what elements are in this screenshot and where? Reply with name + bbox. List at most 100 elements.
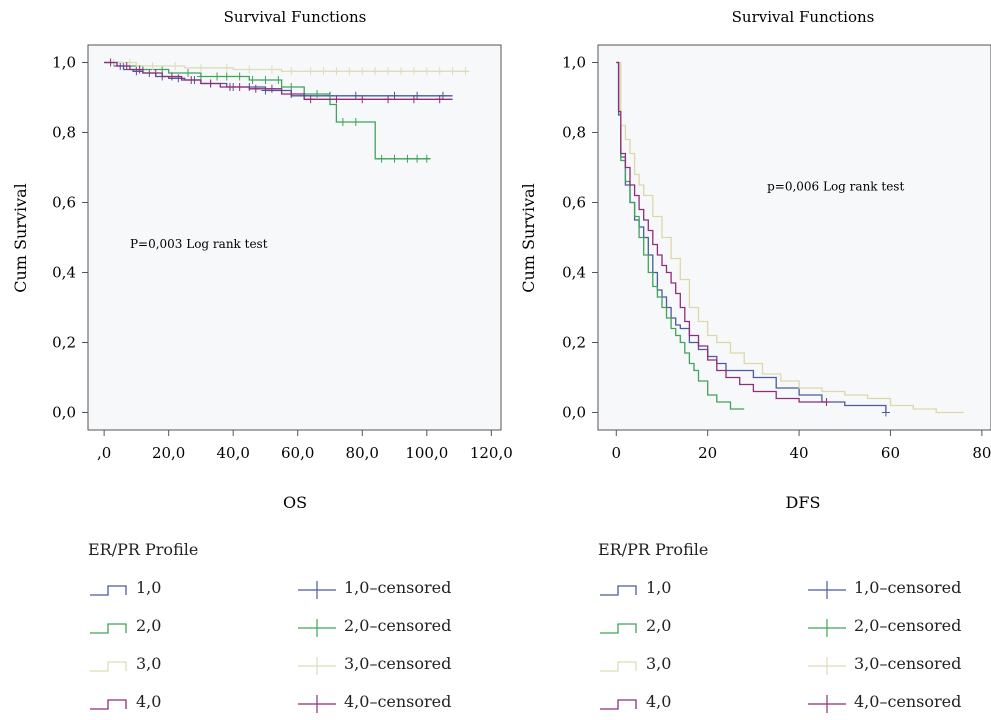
censored-marker (261, 86, 270, 95)
dfs-survival-chart: Survival Functions 0 20 40 60 80 0,0 0,2 0,4 0,… (519, 8, 991, 512)
x-tick-label: 80 (972, 444, 991, 462)
survival-curve-3,0 (104, 61, 469, 72)
os-survival-chart: Survival Functions ,0 20,0 40,0 60,0 80,0 100… (11, 8, 513, 512)
step-line-icon (90, 661, 127, 672)
y-tick-label: 0,0 (52, 404, 76, 422)
y-tick-label: 1,0 (562, 54, 586, 72)
step-line-icon (600, 699, 637, 710)
censored-marker (390, 154, 399, 163)
censored-marker (187, 76, 196, 84)
censored-marker (213, 72, 222, 81)
censored-marker (461, 67, 470, 76)
step-line-icon (90, 585, 127, 596)
censored-marker (261, 76, 270, 84)
x-axis-label: OS (283, 493, 307, 512)
censored-cross-icon (298, 657, 336, 675)
censored-marker (384, 95, 393, 104)
censored-marker (319, 67, 328, 76)
censored-marker (287, 90, 296, 98)
step-line-icon (90, 623, 127, 634)
censored-marker (396, 67, 405, 76)
censored-marker (287, 83, 296, 91)
step-line-icon (600, 623, 637, 634)
censored-marker (422, 154, 431, 163)
x-tick-label: 20 (698, 444, 717, 462)
y-axis-label: Cum Survival (519, 183, 538, 293)
log-rank-annotation: P=0,003 Log rank test (130, 237, 268, 251)
censored-marker (413, 154, 422, 163)
legend-label: 4,0 (136, 692, 162, 711)
censored-marker (413, 91, 422, 100)
censored-marker (438, 91, 447, 100)
censored-marker (287, 67, 296, 76)
censored-cross-icon (298, 581, 336, 599)
survival-curve-2,0 (616, 61, 745, 410)
censored-marker (371, 67, 380, 76)
censored-marker (435, 67, 444, 76)
chart-title: Survival Functions (224, 8, 367, 26)
censored-marker (274, 76, 283, 84)
legend-label: 1,0 (646, 578, 672, 597)
censored-marker (167, 72, 176, 81)
survival-curve-3,0 (616, 61, 964, 414)
censored-marker (235, 83, 244, 91)
censored-marker (184, 69, 193, 77)
censored-cross-icon (298, 619, 336, 637)
censored-marker (306, 67, 315, 76)
plot-area (87, 44, 502, 431)
y-tick-label: 0,8 (52, 124, 76, 142)
censored-cross-icon (808, 581, 846, 599)
legend-label: 2,0 (646, 616, 672, 635)
censored-marker (158, 65, 167, 74)
survival-curve-4,0 (616, 61, 827, 403)
x-axis-label: DFS (786, 493, 821, 512)
x-tick-label: 120,0 (470, 444, 513, 462)
censored-marker (435, 95, 444, 104)
censored-cross-icon (808, 657, 846, 675)
censored-marker (206, 79, 215, 88)
censored-marker (235, 72, 244, 81)
censored-marker (222, 63, 231, 72)
censored-cross-icon (298, 695, 336, 713)
legend-label: 3,0–censored (344, 654, 452, 673)
legend-label: 2,0–censored (854, 616, 962, 635)
censored-marker (125, 58, 134, 67)
y-axis-label: Cum Survival (11, 183, 30, 293)
censored-marker (409, 95, 418, 104)
legend-label: 2,0 (136, 616, 162, 635)
censored-marker (313, 90, 322, 98)
y-tick-label: 0,6 (52, 194, 76, 212)
censored-marker (332, 95, 341, 104)
legend-label: 3,0–censored (854, 654, 962, 673)
censored-marker (351, 91, 360, 100)
legend-label: 3,0 (136, 654, 162, 673)
censored-marker (171, 62, 180, 70)
legend-os: ER/PR Profile 1,0 1,0–censored 2,0 2,0–cens… (88, 540, 508, 720)
censored-marker (822, 398, 831, 406)
y-tick-label: 0,6 (562, 194, 586, 212)
log-rank-annotation: p=0,006 Log rank test (767, 179, 904, 193)
y-tick-label: 0,0 (562, 404, 586, 422)
censored-marker (345, 67, 354, 76)
censored-marker (196, 72, 205, 81)
step-line-icon (600, 585, 637, 596)
y-tick-label: 0,8 (562, 124, 586, 142)
censored-marker (358, 95, 367, 104)
legend-label: 1,0 (136, 578, 162, 597)
censored-marker (409, 67, 418, 76)
x-tick-label: 0 (612, 444, 622, 462)
legend-title: ER/PR Profile (88, 540, 199, 559)
censored-marker (351, 118, 360, 126)
censored-marker (377, 154, 386, 163)
legend-label: 3,0 (646, 654, 672, 673)
step-line-icon (90, 699, 127, 710)
censored-marker (332, 67, 341, 76)
chart-title: Survival Functions (732, 8, 875, 26)
x-tick-label: 60,0 (281, 444, 314, 462)
censored-marker (251, 84, 260, 93)
legend-dfs: ER/PR Profile 1,0 1,0–censored 2,0 2,0–cens… (598, 540, 991, 720)
x-tick-label: ,0 (97, 444, 111, 462)
y-tick-label: 0,4 (52, 264, 76, 282)
censored-marker (222, 72, 231, 81)
